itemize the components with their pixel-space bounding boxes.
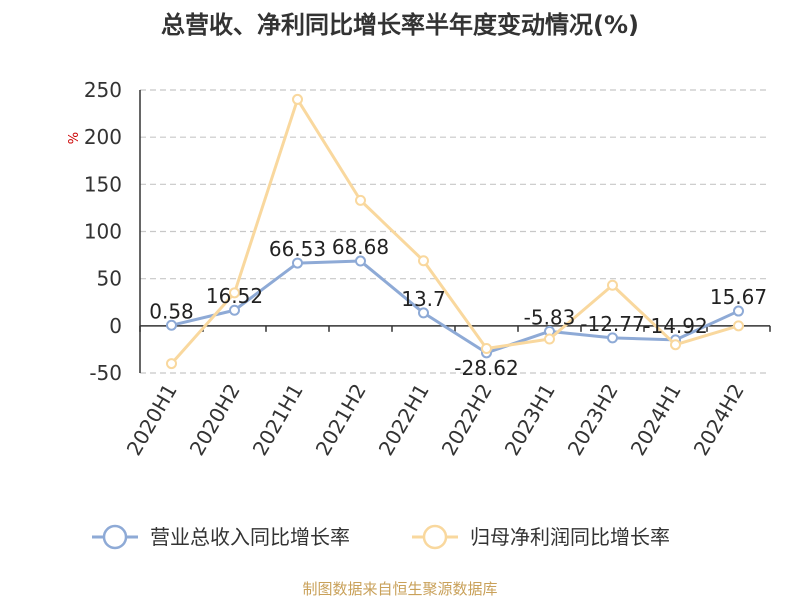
data-point [418, 255, 429, 267]
data-point [607, 279, 618, 291]
data-point [229, 287, 240, 299]
data-point [607, 332, 618, 344]
data-label: 68.68 [332, 235, 389, 259]
series-lines [166, 93, 744, 370]
y-tick-label: -50 [89, 361, 122, 385]
y-axis-ticks: 250 200 150 100 50 0 -50 [84, 78, 122, 385]
data-point [292, 257, 303, 269]
legend-marker [102, 524, 128, 550]
data-label: 66.53 [269, 237, 326, 261]
x-tick-label: 2020H2 [185, 380, 245, 460]
series-line-1 [171, 259, 740, 355]
data-point [355, 255, 366, 267]
data-point [733, 320, 744, 332]
y-tick-label: 150 [84, 172, 122, 196]
data-point [670, 339, 681, 351]
legend-item-1[interactable]: 营业总收入同比增长率 [92, 524, 350, 550]
y-tick-label: 0 [109, 314, 122, 338]
data-point [418, 307, 429, 319]
x-tick-label: 2024H2 [689, 380, 749, 460]
x-tick-label: 2022H2 [437, 380, 497, 460]
data-label: 13.7 [401, 287, 446, 311]
data-point [481, 342, 492, 354]
data-point [292, 93, 303, 105]
data-label: 0.58 [149, 299, 194, 323]
data-label: -28.62 [454, 356, 518, 380]
data-point [544, 333, 555, 345]
legend-label: 归母净利润同比增长率 [470, 525, 670, 549]
x-tick-label: 2023H2 [563, 380, 623, 460]
data-label: -12.77 [580, 312, 644, 336]
data-label: -14.92 [643, 314, 707, 338]
grid-lines [140, 89, 770, 374]
legend-item-2[interactable]: 归母净利润同比增长率 [412, 524, 670, 550]
data-point [166, 319, 177, 331]
data-point [229, 304, 240, 316]
legend-marker [422, 524, 448, 550]
y-tick-label: 50 [97, 267, 122, 291]
x-axis: 2020H1 2020H2 2021H1 2021H2 2022H1 2022H2 2023… [122, 90, 771, 460]
x-tick-label: 2024H1 [626, 380, 686, 460]
legend[interactable]: 营业总收入同比增长率 归母净利润同比增长率 [92, 524, 670, 550]
x-tick-label: 2021H2 [311, 380, 371, 460]
series-line-2 [170, 97, 739, 365]
y-tick-label: 200 [84, 125, 122, 149]
data-label: 15.67 [710, 285, 767, 309]
chart-title: 总营收、净利同比增长率半年度变动情况(%) [161, 11, 639, 39]
data-label: -5.83 [524, 305, 576, 329]
data-point [166, 358, 177, 370]
data-point [733, 305, 744, 317]
x-tick-label: 2022H1 [374, 380, 434, 460]
source-note: 制图数据来自恒生聚源数据库 [302, 580, 497, 598]
data-label: 16.52 [206, 284, 263, 308]
y-axis-unit: % [67, 132, 82, 144]
y-tick-label: 250 [84, 78, 122, 102]
x-tick-label: 2021H1 [248, 380, 308, 460]
x-tick-label: 2020H1 [122, 380, 182, 460]
y-tick-label: 100 [84, 220, 122, 244]
legend-label: 营业总收入同比增长率 [150, 525, 350, 549]
data-point [355, 194, 366, 206]
x-tick-label: 2023H1 [500, 380, 560, 460]
